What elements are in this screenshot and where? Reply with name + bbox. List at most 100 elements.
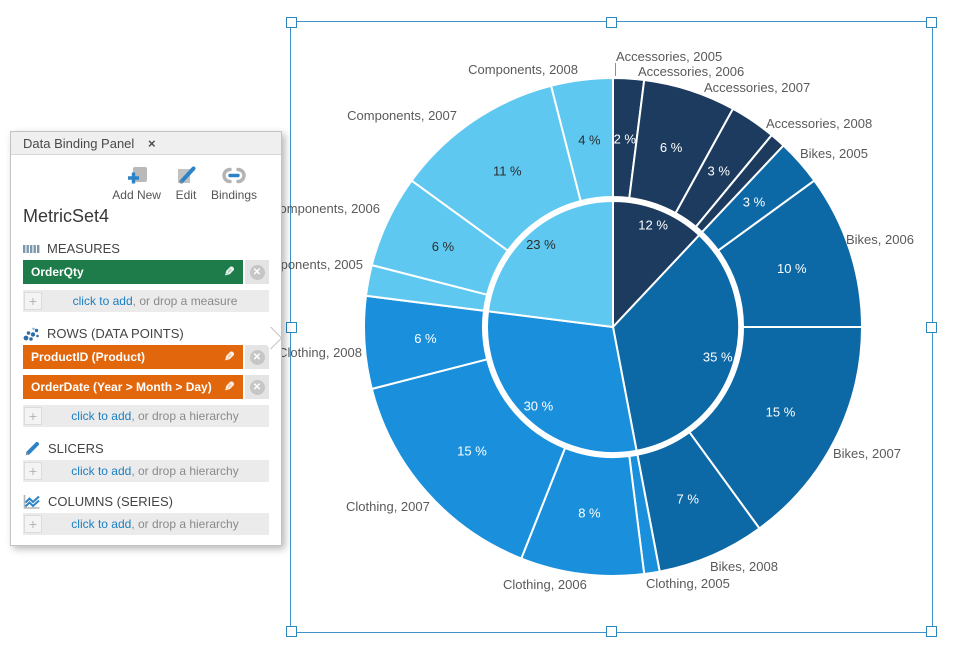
slice-label-bikes-2006: Bikes, 2006	[846, 232, 914, 247]
slice-label-accessories-2006: Accessories, 2006	[638, 64, 745, 79]
add-column-hint: , or drop a hierarchy	[131, 517, 239, 531]
label-leader-line	[615, 63, 616, 76]
selection-handle-w[interactable]	[286, 322, 297, 333]
pct-label: 11 %	[493, 164, 522, 179]
selection-handle-se[interactable]	[926, 626, 937, 637]
slice-label-bikes-2005: Bikes, 2005	[800, 146, 868, 161]
plus-icon: +	[24, 407, 42, 425]
panel-title: Data Binding Panel	[23, 135, 135, 151]
edit-pencil-icon[interactable]: ✎	[224, 349, 235, 364]
pct-label: 6 %	[414, 331, 437, 346]
scatter-dots-icon	[23, 327, 39, 341]
edit-icon	[177, 166, 196, 184]
data-binding-panel: Data Binding Panel × Add New	[10, 131, 282, 546]
hierarchy-chip-orderdate[interactable]: OrderDate (Year > Month > Day) ✎ ✕	[23, 375, 269, 399]
click-to-add-slicer-link[interactable]: click to add	[71, 464, 132, 478]
slice-inner-accessories[interactable]	[612, 199, 701, 328]
section-columns: COLUMNS (SERIES)	[23, 494, 269, 509]
slice-inner-bikes[interactable]	[612, 234, 741, 452]
remove-hierarchy-button[interactable]: ✕	[245, 345, 269, 369]
pct-label: 6 %	[432, 239, 455, 254]
slice-bikes-2007[interactable]	[688, 326, 863, 530]
add-new-icon	[127, 167, 147, 184]
hierarchy-chip-label: OrderDate (Year > Month > Day)	[31, 380, 212, 394]
measure-chip-orderqty[interactable]: OrderQty ✎ ✕	[23, 260, 269, 284]
plus-icon: +	[24, 515, 42, 533]
slice-label-clothing-2007: Clothing, 2007	[346, 499, 430, 514]
rows-label: ROWS (DATA POINTS)	[47, 326, 184, 341]
chart-selection-rect[interactable]	[286, 17, 937, 637]
remove-measure-button[interactable]: ✕	[245, 260, 269, 284]
slice-label-components-2006: Components, 2006	[270, 201, 380, 216]
click-to-add-column-link[interactable]: click to add	[71, 517, 132, 531]
slice-label-clothing-2006: Clothing, 2006	[503, 577, 587, 592]
hierarchy-chip-label: ProductID (Product)	[31, 350, 145, 364]
click-to-add-row-link[interactable]: click to add	[71, 409, 132, 423]
measures-icon	[23, 244, 40, 253]
selection-handle-nw[interactable]	[286, 17, 297, 28]
slice-label-accessories-2005: Accessories, 2005	[616, 49, 723, 64]
panel-title-bar[interactable]: Data Binding Panel ×	[11, 132, 281, 155]
add-new-label: Add New	[112, 188, 161, 202]
slice-components-2008[interactable]	[550, 76, 614, 203]
bindings-label: Bindings	[210, 188, 257, 202]
selection-handle-e[interactable]	[926, 322, 937, 333]
plus-icon: +	[24, 462, 42, 480]
add-row-hierarchy-row[interactable]: + click to add, or drop a hierarchy	[23, 405, 269, 427]
click-to-add-measure-link[interactable]: click to add	[72, 294, 133, 308]
pct-label: 15 %	[766, 404, 796, 419]
zigzag-series-icon	[23, 495, 40, 509]
pencil-slicer-icon	[25, 442, 39, 456]
pct-label: 4 %	[578, 133, 601, 148]
pct-label: 3 %	[707, 164, 730, 179]
slice-label-accessories-2007: Accessories, 2007	[704, 80, 811, 95]
slice-clothing-2007[interactable]	[370, 358, 567, 560]
panel-toolbar: Add New Edit Bindings	[23, 165, 257, 202]
slice-label-components-2007: Components, 2007	[347, 108, 457, 123]
slice-label-bikes-2007: Bikes, 2007	[833, 446, 901, 461]
slicers-label: SLICERS	[48, 441, 104, 456]
pct-label: 15 %	[457, 443, 487, 458]
selection-handle-sw[interactable]	[286, 626, 297, 637]
add-column-row[interactable]: + click to add, or drop a hierarchy	[23, 513, 269, 535]
pct-label: 23 %	[526, 237, 556, 252]
slice-label-bikes-2008: Bikes, 2008	[710, 559, 778, 574]
slice-inner-components[interactable]	[487, 200, 614, 328]
pct-label: 30 %	[524, 399, 554, 414]
add-row-hint: , or drop a hierarchy	[131, 409, 239, 423]
selection-handle-ne[interactable]	[926, 17, 937, 28]
metric-set-name: MetricSet4	[23, 206, 110, 226]
measure-chip-label: OrderQty	[31, 265, 84, 279]
edit-label: Edit	[175, 188, 197, 202]
bindings-button[interactable]: Bindings	[211, 165, 257, 202]
pct-label: 12 %	[638, 218, 668, 233]
selection-handle-n[interactable]	[606, 17, 617, 28]
slice-label-clothing-2008: Clothing, 2008	[278, 345, 362, 360]
slice-label-accessories-2008: Accessories, 2008	[766, 116, 873, 131]
remove-hierarchy-button[interactable]: ✕	[245, 375, 269, 399]
edit-pencil-icon[interactable]: ✎	[224, 379, 235, 394]
add-measure-hint: , or drop a measure	[132, 294, 238, 308]
add-new-button[interactable]: Add New	[112, 165, 161, 202]
close-icon[interactable]: ×	[148, 135, 156, 151]
slice-label-clothing-2005: Clothing, 2005	[646, 576, 730, 591]
add-slicer-row[interactable]: + click to add, or drop a hierarchy	[23, 460, 269, 482]
edit-pencil-icon[interactable]: ✎	[224, 264, 235, 279]
selection-handle-s[interactable]	[606, 626, 617, 637]
pct-label: 2 %	[614, 131, 637, 146]
slice-label-components-2008: Components, 2008	[468, 62, 578, 77]
section-rows: ROWS (DATA POINTS)	[23, 326, 269, 341]
pct-label: 8 %	[578, 506, 601, 521]
hierarchy-chip-productid[interactable]: ProductID (Product) ✎ ✕	[23, 345, 269, 369]
measures-label: MEASURES	[47, 241, 120, 256]
add-measure-row[interactable]: + click to add, or drop a measure	[23, 290, 269, 312]
edit-button[interactable]: Edit	[175, 165, 197, 202]
section-measures: MEASURES	[23, 241, 269, 256]
pct-label: 6 %	[660, 140, 683, 155]
slice-inner-clothing[interactable]	[486, 310, 638, 454]
columns-label: COLUMNS (SERIES)	[48, 494, 173, 509]
pct-label: 7 %	[676, 492, 699, 507]
section-slicers: SLICERS	[23, 441, 269, 456]
